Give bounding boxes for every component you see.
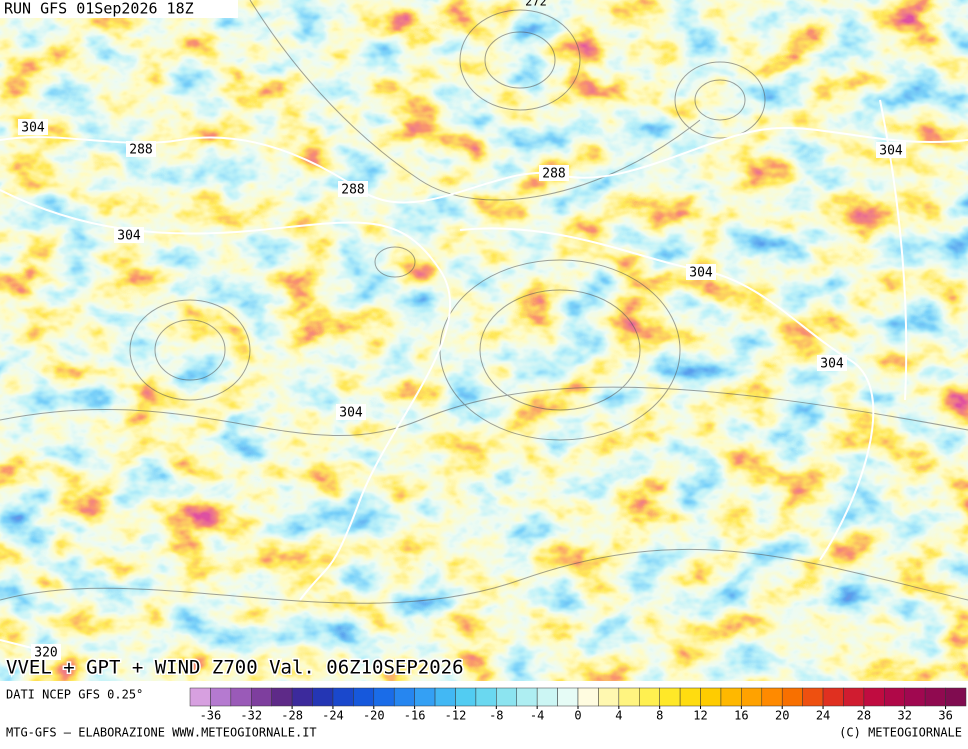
footer-right: (C) METEOGIORNALE — [839, 726, 962, 740]
colorbar-tick-label: 4 — [615, 709, 622, 723]
colorbar-swatch — [700, 687, 722, 707]
colorbar-swatch — [271, 687, 293, 707]
colorbar-swatch — [189, 687, 211, 707]
run-label: RUN GFS 01Sep2026 18Z — [4, 0, 194, 18]
colorbar-swatch — [414, 687, 436, 707]
contour-label-box — [338, 181, 368, 197]
colorbar-swatch — [659, 687, 681, 707]
colorbar-swatch — [393, 687, 415, 707]
contour-label: 288 — [341, 183, 364, 198]
map-title: VVEL + GPT + WIND Z700 Val. 06Z10SEP2026 — [6, 657, 464, 679]
colorbar-swatch — [536, 687, 558, 707]
contour-label: 272 — [525, 0, 547, 9]
colorbar-swatch — [720, 687, 742, 707]
source-label: DATI NCEP GFS 0.25° — [6, 688, 143, 702]
contour-label: 304 — [117, 229, 141, 244]
contour-labels: 304 288 288 288 304 304 304 304 304 320 — [18, 119, 906, 661]
colorbar-tick-label: 28 — [857, 709, 871, 723]
colorbar-tick-label: 0 — [574, 709, 581, 723]
contour-label: 304 — [21, 121, 45, 136]
colorbar-swatch — [679, 687, 701, 707]
colorbar-tick-label: -16 — [404, 709, 426, 723]
contour-label-box — [539, 165, 569, 181]
contour-label: 304 — [339, 406, 363, 421]
colorbar-swatch — [863, 687, 885, 707]
colorbar-swatch — [741, 687, 763, 707]
contour-label: 304 — [879, 144, 903, 159]
contour-label: 320 — [34, 646, 57, 661]
colorbar-tick-label: 16 — [734, 709, 748, 723]
colorbar-swatch — [373, 687, 395, 707]
colorbar-tick-label: 32 — [898, 709, 912, 723]
contour-label: 304 — [820, 357, 844, 372]
colorbar: -36 -32 -28 -24 -20 -16 -12 -8 -4 0 4 8 12 16 20 24 28 32… — [189, 687, 967, 723]
vertical-velocity-field — [0, 0, 968, 681]
colorbar-tick-label: 24 — [816, 709, 830, 723]
contour-label: 288 — [542, 167, 565, 182]
contour-label: 288 — [129, 143, 152, 158]
colorbar-swatch — [434, 687, 456, 707]
colorbar-swatch — [210, 687, 232, 707]
colorbar-tick-label: 36 — [938, 709, 952, 723]
colorbar-swatch — [557, 687, 579, 707]
colorbar-swatch — [332, 687, 354, 707]
colorbar-tick-label: -24 — [322, 709, 344, 723]
colorbar-swatch — [761, 687, 783, 707]
colorbar-swatch — [353, 687, 375, 707]
colorbar-tick-label: -36 — [200, 709, 222, 723]
colorbar-swatch — [822, 687, 844, 707]
contour-label-box — [817, 355, 847, 371]
contour-label-box — [18, 119, 48, 135]
colorbar-swatch — [312, 687, 334, 707]
map: 272 — [0, 0, 968, 681]
colorbar-tick-label: 8 — [656, 709, 663, 723]
colorbar-swatch — [230, 687, 252, 707]
contour-label-box — [876, 142, 906, 158]
colorbar-swatch — [496, 687, 517, 707]
contour-label-box — [126, 141, 156, 157]
colorbar-tick-label: -12 — [445, 709, 467, 723]
colorbar-tick-label: -32 — [240, 709, 262, 723]
colorbar-swatch — [598, 687, 620, 707]
colorbar-swatch — [884, 687, 905, 707]
colorbar-tick-label: 20 — [775, 709, 789, 723]
footer-left: MTG-GFS — ELABORAZIONE WWW.METEOGIORNALE… — [6, 726, 317, 740]
colorbar-tick-label: 12 — [693, 709, 707, 723]
header-box — [0, 0, 238, 18]
colorbar-tick-label: -8 — [489, 709, 503, 723]
colorbar-swatch — [945, 687, 967, 707]
contour-label-box — [114, 227, 144, 243]
contour-label-box — [686, 264, 716, 280]
colorbar-swatch — [475, 687, 497, 707]
colorbar-swatch — [843, 687, 865, 707]
colorbar-swatch — [455, 687, 477, 707]
contour-label-box — [336, 404, 366, 420]
colorbar-swatch — [516, 687, 538, 707]
contour-label-box — [31, 644, 61, 660]
colorbar-swatch — [781, 687, 803, 707]
colorbar-swatch — [291, 687, 313, 707]
colorbar-swatch — [802, 687, 824, 707]
colorbar-swatch — [639, 687, 660, 707]
colorbar-tick-label: -4 — [530, 709, 544, 723]
colorbar-swatch — [904, 687, 926, 707]
colorbar-swatch — [924, 687, 946, 707]
colorbar-tick-label: -28 — [281, 709, 303, 723]
colorbar-tick-label: -20 — [363, 709, 385, 723]
contour-label: 304 — [689, 266, 713, 281]
colorbar-swatch — [618, 687, 640, 707]
colorbar-swatch — [577, 687, 599, 707]
colorbar-swatch — [251, 687, 272, 707]
